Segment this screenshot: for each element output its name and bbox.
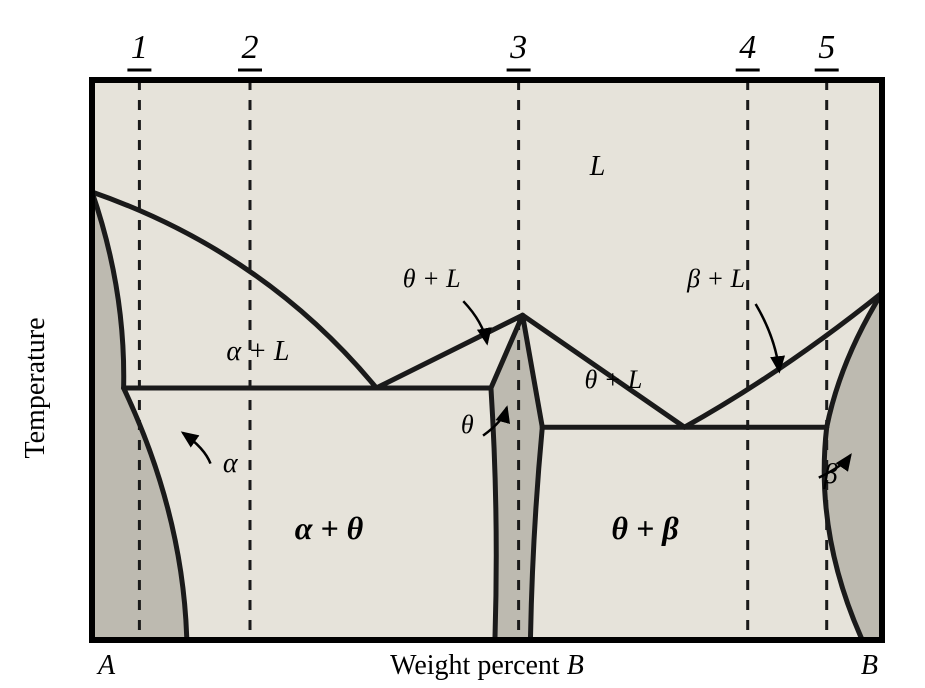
- phase-diagram: { "diagram": { "type": "phase-diagram", …: [0, 0, 925, 688]
- top-number-4: 4: [739, 29, 756, 66]
- region-label-8: α + θ: [295, 510, 364, 546]
- x-axis-title: Weight percent B: [390, 650, 584, 681]
- region-label-6: α: [223, 448, 239, 479]
- x-left-label: A: [96, 650, 116, 681]
- plot-area: [92, 80, 882, 640]
- region-label-1: α + L: [226, 336, 289, 367]
- top-number-5: 5: [818, 29, 835, 66]
- region-label-5: θ: [461, 410, 474, 439]
- top-number-2: 2: [242, 29, 259, 66]
- diagram-svg: 1 2 3 4 5 A B Weight percent B Temperature Lα +…: [0, 0, 925, 688]
- region-label-0: L: [589, 151, 606, 182]
- region-label-9: θ + β: [611, 510, 679, 546]
- y-axis-title: Temperature: [20, 317, 51, 458]
- top-number-1: 1: [131, 29, 148, 66]
- region-label-2: θ + L: [403, 264, 461, 293]
- top-composition-numbers: 1 2 3 4 5: [131, 29, 835, 66]
- top-number-3: 3: [509, 29, 527, 66]
- x-right-label: B: [861, 650, 878, 681]
- region-label-3: β + L: [686, 264, 745, 293]
- region-label-4: θ + L: [585, 365, 643, 394]
